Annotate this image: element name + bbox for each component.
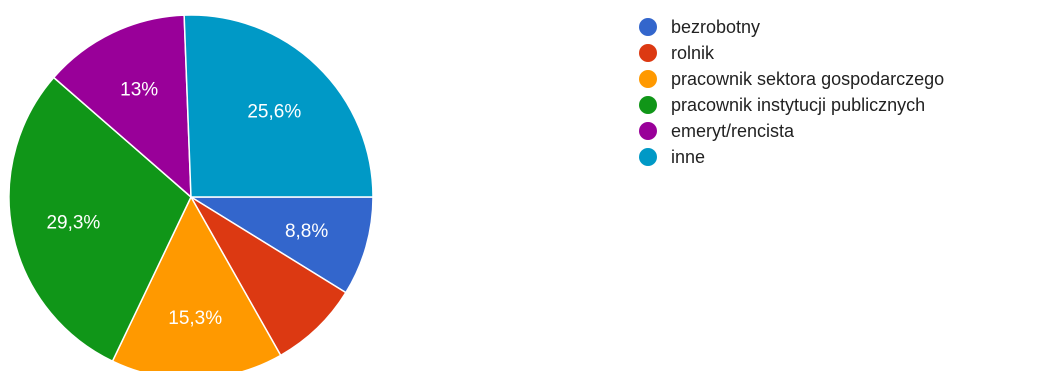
legend-label: bezrobotny xyxy=(671,16,761,37)
legend-item-pracownik-instytucji-publicznych[interactable]: pracownik instytucji publicznych xyxy=(639,92,944,118)
legend-item-inne[interactable]: inne xyxy=(639,144,944,170)
legend-item-rolnik[interactable]: rolnik xyxy=(639,40,944,66)
pie-slice-rolnik[interactable] xyxy=(190,196,347,357)
legend-swatch xyxy=(639,96,657,114)
slice-data-label-pracownik-instytucji-publicznych: 29,3% xyxy=(46,212,100,233)
slice-data-label-emeryt-rencista: 13% xyxy=(120,80,158,101)
legend-label: rolnik xyxy=(671,42,715,63)
legend-item-bezrobotny[interactable]: bezrobotny xyxy=(639,14,944,40)
legend-swatch xyxy=(639,18,657,36)
pie-slice-inne[interactable] xyxy=(183,14,374,198)
legend: bezrobotny rolnik pracownik sektora gosp… xyxy=(639,14,944,170)
legend-item-pracownik-sektora-gospodarczego[interactable]: pracownik sektora gospodarczego xyxy=(639,66,944,92)
legend-label: emeryt/rencista xyxy=(671,120,795,141)
legend-swatch xyxy=(639,44,657,62)
legend-swatch xyxy=(639,148,657,166)
legend-swatch xyxy=(639,122,657,140)
pie-slice-bezrobotny[interactable] xyxy=(188,196,374,294)
legend-item-emeryt-rencista[interactable]: emeryt/rencista xyxy=(639,118,944,144)
legend-label: pracownik sektora gospodarczego xyxy=(671,68,945,89)
slice-data-label-bezrobotny: 8,8% xyxy=(285,221,328,242)
legend-label: inne xyxy=(671,146,706,167)
slice-data-label-pracownik-sektora-gospodarczego: 15,3% xyxy=(168,308,222,329)
pie-slice-emeryt-rencista[interactable] xyxy=(52,14,192,199)
slice-data-label-inne: 25,6% xyxy=(247,102,301,123)
pie-slice-pracownik-instytucji-publicznych[interactable] xyxy=(8,76,192,363)
legend-label: pracownik instytucji publicznych xyxy=(671,94,926,115)
legend-swatch xyxy=(639,70,657,88)
pie-slice-pracownik-sektora-gospodarczego[interactable] xyxy=(111,195,282,371)
